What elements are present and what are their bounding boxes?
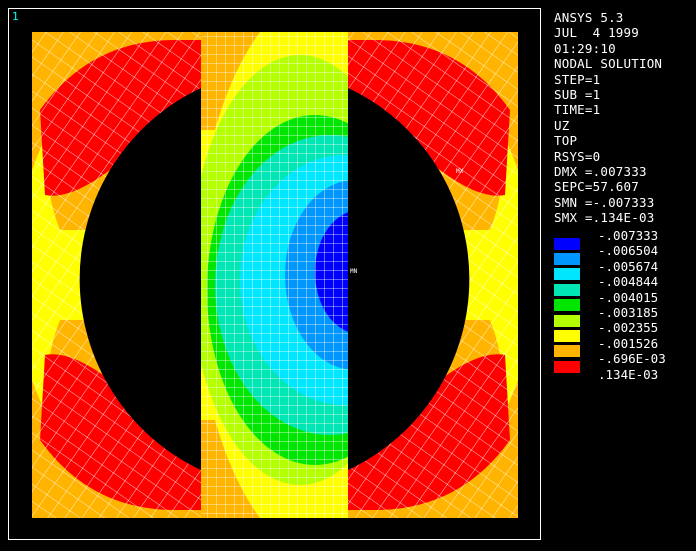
legend-value: -.005674 xyxy=(598,258,659,274)
legend-value: -.006504 xyxy=(598,243,659,259)
legend-row: -.005674 xyxy=(554,258,694,281)
legend-value: -.003185 xyxy=(598,305,659,320)
legend-row: -.004015 xyxy=(554,289,694,312)
info-line: DMX =.007333 xyxy=(554,163,647,179)
legend-value: -.004844 xyxy=(598,274,659,290)
legend-value: -.001526 xyxy=(598,335,659,351)
legend-value: -.007333 xyxy=(598,228,659,243)
info-line: STEP=1 xyxy=(554,71,601,87)
legend-swatch xyxy=(554,345,580,358)
legend-swatch xyxy=(554,299,580,312)
info-line: SMN =-.007333 xyxy=(554,194,655,210)
legend-swatch xyxy=(554,330,580,343)
legend-value: -.002355 xyxy=(598,320,659,336)
legend-row: -.007333 xyxy=(554,228,694,250)
legend-value: -.696E-03 xyxy=(598,351,666,367)
legend-swatch xyxy=(554,314,580,327)
legend-swatch xyxy=(554,253,580,266)
min-marker: MN xyxy=(350,268,358,275)
window-number: 1 xyxy=(12,10,19,23)
info-line: JUL 4 1999 xyxy=(554,25,639,41)
legend-row: .134E-03 xyxy=(554,367,694,382)
legend-row: -.004844 xyxy=(554,274,694,296)
legend-row: -.003185 xyxy=(554,305,694,327)
legend-row: -.696E-03 xyxy=(554,351,694,373)
graphics-window-frame xyxy=(8,8,541,540)
info-line: SEPC=57.607 xyxy=(554,179,639,195)
circular-hole xyxy=(79,88,470,470)
info-panel: ANSYS 5.3 JUL 4 1999 01:29:10 NODAL SOLUTIO… xyxy=(554,10,662,225)
info-line: SUB =1 xyxy=(554,86,601,102)
legend-swatch xyxy=(554,283,580,296)
legend-value: -.004015 xyxy=(598,289,659,305)
info-line: 01:29:10 xyxy=(554,40,616,56)
info-line: SMX =.134E-03 xyxy=(554,210,655,226)
info-line: UZ xyxy=(554,117,570,133)
info-line: TIME=1 xyxy=(554,102,601,118)
center-strip-region xyxy=(201,32,348,518)
max-marker: MX xyxy=(456,168,464,175)
legend-row: -.006504 xyxy=(554,243,694,266)
info-line: TOP xyxy=(554,133,578,149)
info-line: RSYS=0 xyxy=(554,148,601,164)
legend-swatch xyxy=(554,237,580,250)
info-line: ANSYS 5.3 xyxy=(554,10,624,25)
contour-plot[interactable] xyxy=(0,0,541,551)
legend-row: -.001526 xyxy=(554,335,694,358)
legend-value: .134E-03 xyxy=(598,366,659,382)
info-line: NODAL SOLUTION xyxy=(554,56,663,72)
legend-swatch xyxy=(554,360,580,373)
legend-swatch xyxy=(554,268,580,281)
legend-row: -.002355 xyxy=(554,320,694,343)
